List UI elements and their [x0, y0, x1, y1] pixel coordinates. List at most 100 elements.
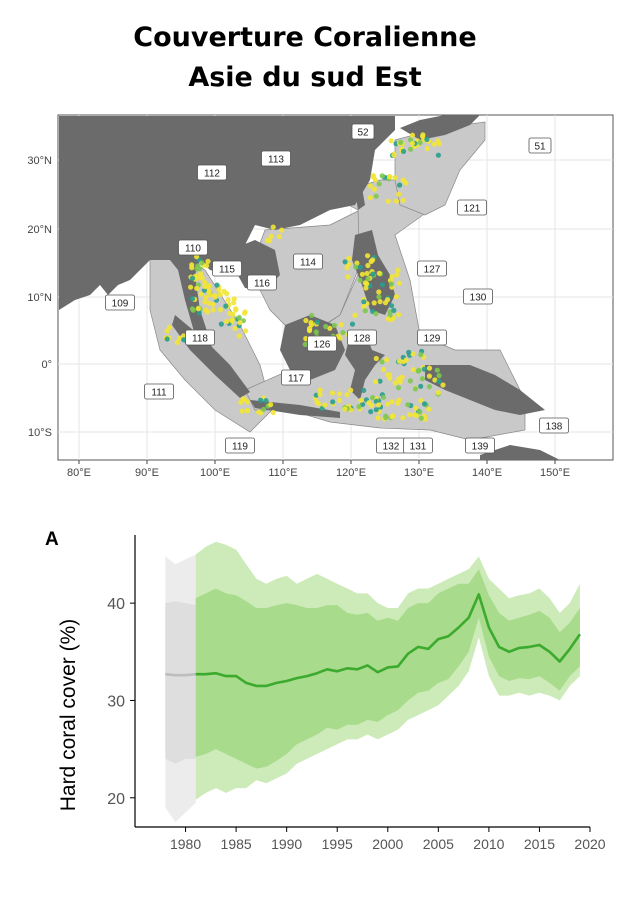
reef-site-point — [396, 358, 402, 364]
reef-site-point — [383, 415, 389, 421]
series-inner-band — [165, 601, 196, 764]
region-label-box — [417, 329, 447, 346]
reef-site-point — [380, 394, 387, 400]
region-label-box — [293, 253, 323, 270]
reef-site-point — [435, 152, 441, 158]
reef-site-point — [210, 301, 216, 308]
reef-site-point — [303, 336, 309, 342]
reef-site-point — [396, 280, 402, 286]
region-label: 126 — [314, 340, 331, 351]
reef-site-point — [379, 282, 386, 288]
latitude-label: 0° — [41, 359, 52, 371]
reef-site-point — [379, 173, 385, 179]
reef-site-point — [338, 322, 344, 328]
reef-site-point — [189, 265, 195, 271]
region-label-box — [105, 294, 135, 311]
reef-site-point — [421, 401, 428, 407]
reef-site-point — [362, 308, 368, 314]
reef-site-point — [307, 327, 313, 333]
reef-site-point — [195, 306, 201, 312]
longitude-label: 120°E — [336, 467, 366, 479]
reef-site-point — [314, 319, 320, 325]
y-tick-label: 40 — [107, 596, 125, 613]
region-label: 52 — [357, 128, 369, 139]
reef-site-point — [366, 400, 372, 406]
reef-site-point — [410, 351, 416, 357]
reef-site-point — [268, 233, 274, 239]
reef-site-point — [236, 333, 242, 339]
region-label-box — [247, 274, 277, 291]
reef-site-point — [237, 320, 243, 326]
reef-site-point — [357, 277, 363, 283]
reef-site-point — [302, 341, 308, 347]
reef-site-point — [233, 307, 239, 313]
region-label-box — [539, 417, 569, 434]
reef-site-point — [336, 397, 343, 403]
longitude-label: 80°E — [67, 467, 91, 479]
region-label-box — [261, 150, 291, 167]
y-tick-label: 30 — [107, 693, 125, 710]
reef-site-point — [385, 316, 391, 322]
land-asia-mainland — [59, 116, 395, 360]
reef-site-point — [205, 258, 211, 264]
region-label-box — [347, 329, 377, 346]
reef-site-point — [400, 415, 406, 421]
reef-site-point — [225, 297, 231, 303]
reef-site-point — [308, 322, 315, 328]
reef-site-point — [396, 191, 402, 197]
land-new-guinea — [425, 365, 545, 415]
reef-site-point — [188, 284, 194, 290]
reef-site-point — [400, 148, 407, 154]
region-label: 115 — [219, 265, 235, 276]
reef-site-point — [345, 274, 351, 280]
reef-site-point — [373, 311, 379, 317]
reef-site-point — [406, 349, 412, 355]
reef-site-point — [385, 198, 391, 204]
reef-site-point — [239, 408, 245, 414]
x-tick-label: 2005 — [423, 836, 454, 852]
reef-site-point — [342, 406, 348, 412]
reef-site-point — [361, 304, 367, 310]
reef-site-point — [376, 181, 382, 187]
reef-site-point — [199, 275, 205, 281]
longitude-label: 110°E — [268, 467, 297, 479]
reef-site-point — [217, 307, 223, 313]
x-tick-label: 1980 — [170, 836, 201, 852]
x-tick-label: 1990 — [271, 836, 302, 852]
reef-site-point — [352, 312, 358, 318]
region-label: 129 — [424, 334, 441, 345]
reef-site-point — [190, 307, 196, 313]
reef-site-point — [376, 402, 382, 408]
reef-site-point — [164, 336, 170, 342]
reef-site-point — [413, 412, 419, 419]
reef-site-point — [210, 307, 216, 313]
region-label-box — [144, 383, 174, 400]
region-label: 118 — [192, 334, 208, 345]
reef-site-point — [440, 382, 446, 388]
reef-site-point — [418, 415, 424, 421]
reef-site-point — [216, 287, 222, 293]
x-tick-label: 2020 — [574, 836, 605, 852]
region-label-box — [212, 260, 242, 277]
region-label: 138 — [546, 422, 563, 433]
reef-site-point — [388, 303, 395, 309]
reef-site-point — [164, 328, 170, 334]
reef-site-point — [224, 318, 230, 325]
reef-site-point — [434, 367, 440, 373]
reef-site-point — [181, 337, 187, 343]
reef-site-point — [231, 296, 237, 302]
reef-site-point — [389, 414, 395, 420]
reef-site-point — [377, 299, 383, 305]
x-tick-label: 2010 — [473, 836, 504, 852]
reef-site-point — [245, 399, 251, 405]
reef-site-point — [426, 373, 432, 379]
reef-site-point — [392, 175, 398, 181]
reef-site-point — [313, 329, 319, 335]
reef-site-point — [348, 387, 354, 393]
reef-site-point — [261, 406, 267, 412]
reef-site-point — [376, 289, 382, 295]
region-label: 130 — [470, 293, 487, 304]
reef-site-point — [398, 139, 404, 145]
region-label-box — [351, 123, 375, 140]
region-label-box — [457, 199, 487, 216]
